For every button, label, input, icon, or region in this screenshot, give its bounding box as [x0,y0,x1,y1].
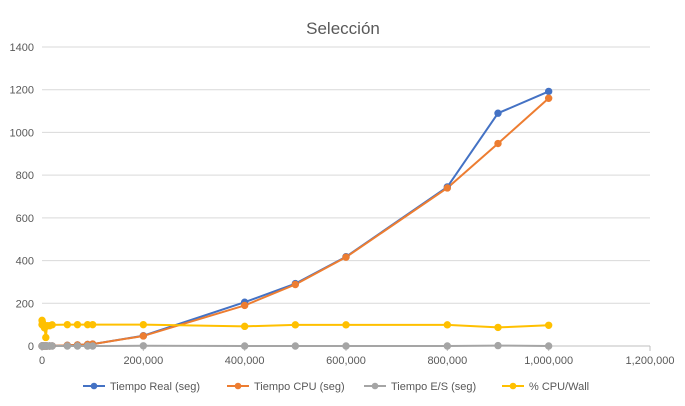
x-tick-label: 1,200,000 [626,355,675,367]
data-point-3 [342,321,350,329]
data-point-1 [291,280,300,289]
data-point-2 [291,342,300,350]
y-tick-label: 1200 [10,85,34,97]
x-tick-label: 1,000,000 [524,355,573,367]
data-point-1 [494,139,502,148]
data-point-1 [443,184,452,192]
data-point-3 [73,320,82,329]
data-point-3 [291,321,300,329]
series-markers [38,87,553,350]
y-tick-label: 600 [16,213,34,225]
data-point-1 [139,332,148,340]
data-point-2 [139,342,148,350]
data-point-3 [88,320,97,329]
legend-item-2: Tiempo E/S (seg) [364,381,476,393]
y-tick-label: 1000 [10,127,34,139]
data-point-2 [88,342,97,350]
data-point-3 [63,320,72,329]
y-axis-tick-labels: 0 200 400 600 800 1000 1200 1400 [10,42,34,353]
legend-swatch-marker [234,382,242,390]
data-point-3 [139,320,148,329]
legend-item-3: % CPU/Wall [502,381,589,393]
series-line-0 [41,90,550,347]
data-point-2 [240,342,249,350]
data-point-3 [42,333,50,342]
legend-label: % CPU/Wall [529,381,589,393]
data-point-1 [544,94,553,102]
data-point-2 [63,342,72,350]
data-point-0 [494,109,502,117]
legend-swatch-marker [90,382,98,390]
x-tick-label: 0 [39,355,45,367]
data-point-3 [48,321,56,329]
series-lines [41,90,550,347]
data-point-0 [544,87,553,96]
legend-label: Tiempo E/S (seg) [391,381,476,393]
legend-swatch-marker [509,382,517,390]
data-point-1 [342,253,350,261]
y-tick-label: 200 [16,298,34,310]
x-tick-label: 600,000 [326,355,366,367]
chart-title: Selección [306,19,380,38]
legend-item-1: Tiempo CPU (seg) [227,381,345,393]
data-point-3 [443,321,452,329]
legend-label: Tiempo CPU (seg) [254,381,345,393]
data-point-1 [240,301,249,310]
data-point-3 [544,321,553,329]
data-point-2 [443,342,452,350]
series-line-1 [41,97,550,347]
legend-swatch-marker [371,382,379,390]
x-tick-label: 400,000 [225,355,265,367]
x-tick-label: 200,000 [123,355,163,367]
data-point-2 [544,342,553,350]
data-point-3 [240,322,249,331]
data-point-2 [342,342,350,350]
legend-item-0: Tiempo Real (seg) [83,381,200,393]
data-point-3 [494,323,502,332]
legend-label: Tiempo Real (seg) [110,381,200,393]
y-tick-label: 400 [16,256,34,268]
y-tick-label: 0 [28,341,34,353]
x-axis-tick-labels: 0 200,000 400,000 600,000 800,000 1,000,000 1,… [39,355,675,367]
data-point-2 [48,342,56,350]
gridlines [42,46,650,304]
data-point-2 [494,341,502,350]
x-tick-label: 800,000 [427,355,467,367]
data-point-2 [73,342,82,350]
y-tick-label: 800 [16,170,34,182]
y-tick-label: 1400 [10,42,34,54]
legend: Tiempo Real (seg) Tiempo CPU (seg) Tiempo … [83,381,589,393]
